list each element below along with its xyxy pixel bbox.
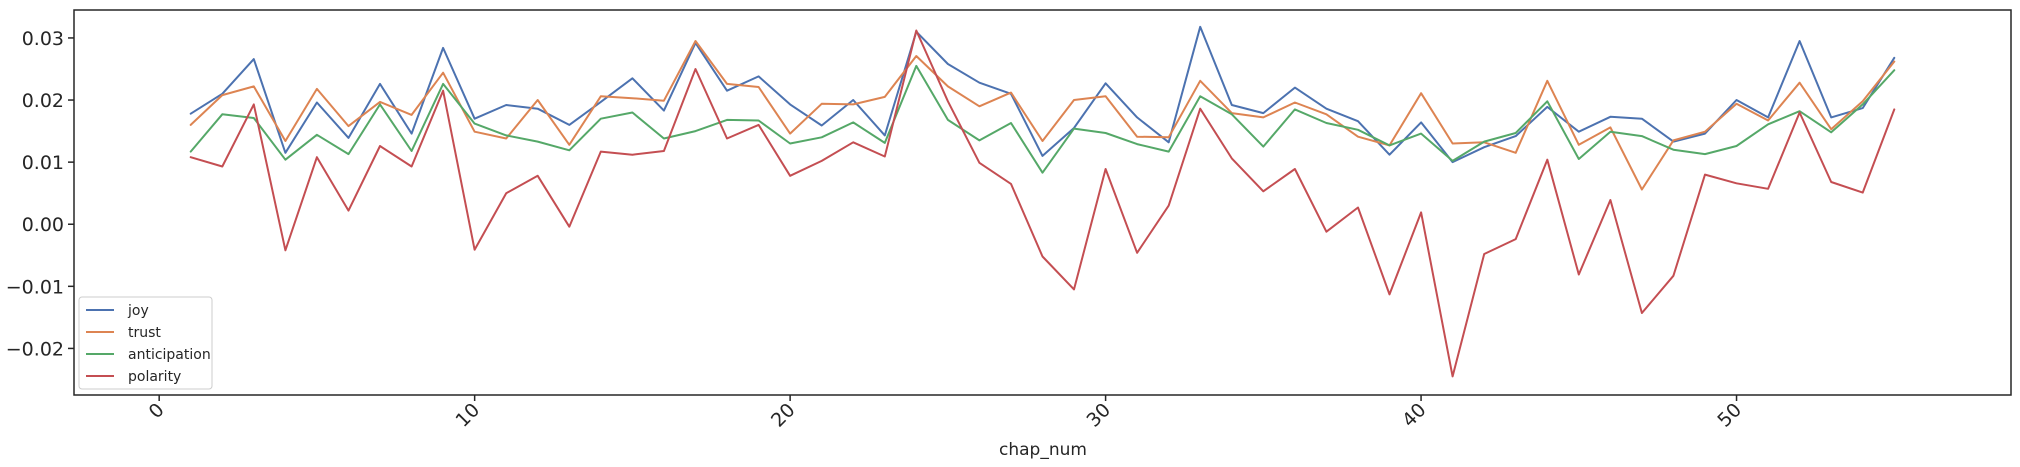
plot-frame xyxy=(73,9,2012,396)
legend-entry-joy: joy xyxy=(86,303,149,319)
legend-label-anticipation: anticipation xyxy=(128,347,211,363)
y-tick-label: 0.02 xyxy=(22,90,64,112)
legend-entry-trust: trust xyxy=(86,325,161,341)
y-tick-label: 0.00 xyxy=(22,214,64,236)
legend-frame xyxy=(78,296,213,390)
legend-entry-anticipation: anticipation xyxy=(86,347,211,363)
y-tick-label: 0.03 xyxy=(22,28,64,50)
y-tick-label: −0.01 xyxy=(6,276,64,298)
series-line-anticipation xyxy=(189,64,1896,174)
series-lines xyxy=(189,25,1896,378)
series-line-polarity xyxy=(189,29,1896,378)
x-axis-label: chap_num xyxy=(999,440,1087,460)
legend-entry-polarity: polarity xyxy=(86,369,181,385)
y-tick-label: 0.01 xyxy=(22,152,64,174)
series-line-trust xyxy=(189,40,1896,191)
y-tick-label: −0.02 xyxy=(6,338,64,360)
series-line-joy xyxy=(189,25,1896,164)
legend-label-joy: joy xyxy=(127,303,149,319)
y-axis: −0.02 −0.01 0.00 0.01 0.02 0.03 xyxy=(6,28,74,360)
legend: joy trust anticipation polarity xyxy=(78,296,213,390)
legend-label-polarity: polarity xyxy=(128,369,181,385)
legend-label-trust: trust xyxy=(128,325,161,341)
